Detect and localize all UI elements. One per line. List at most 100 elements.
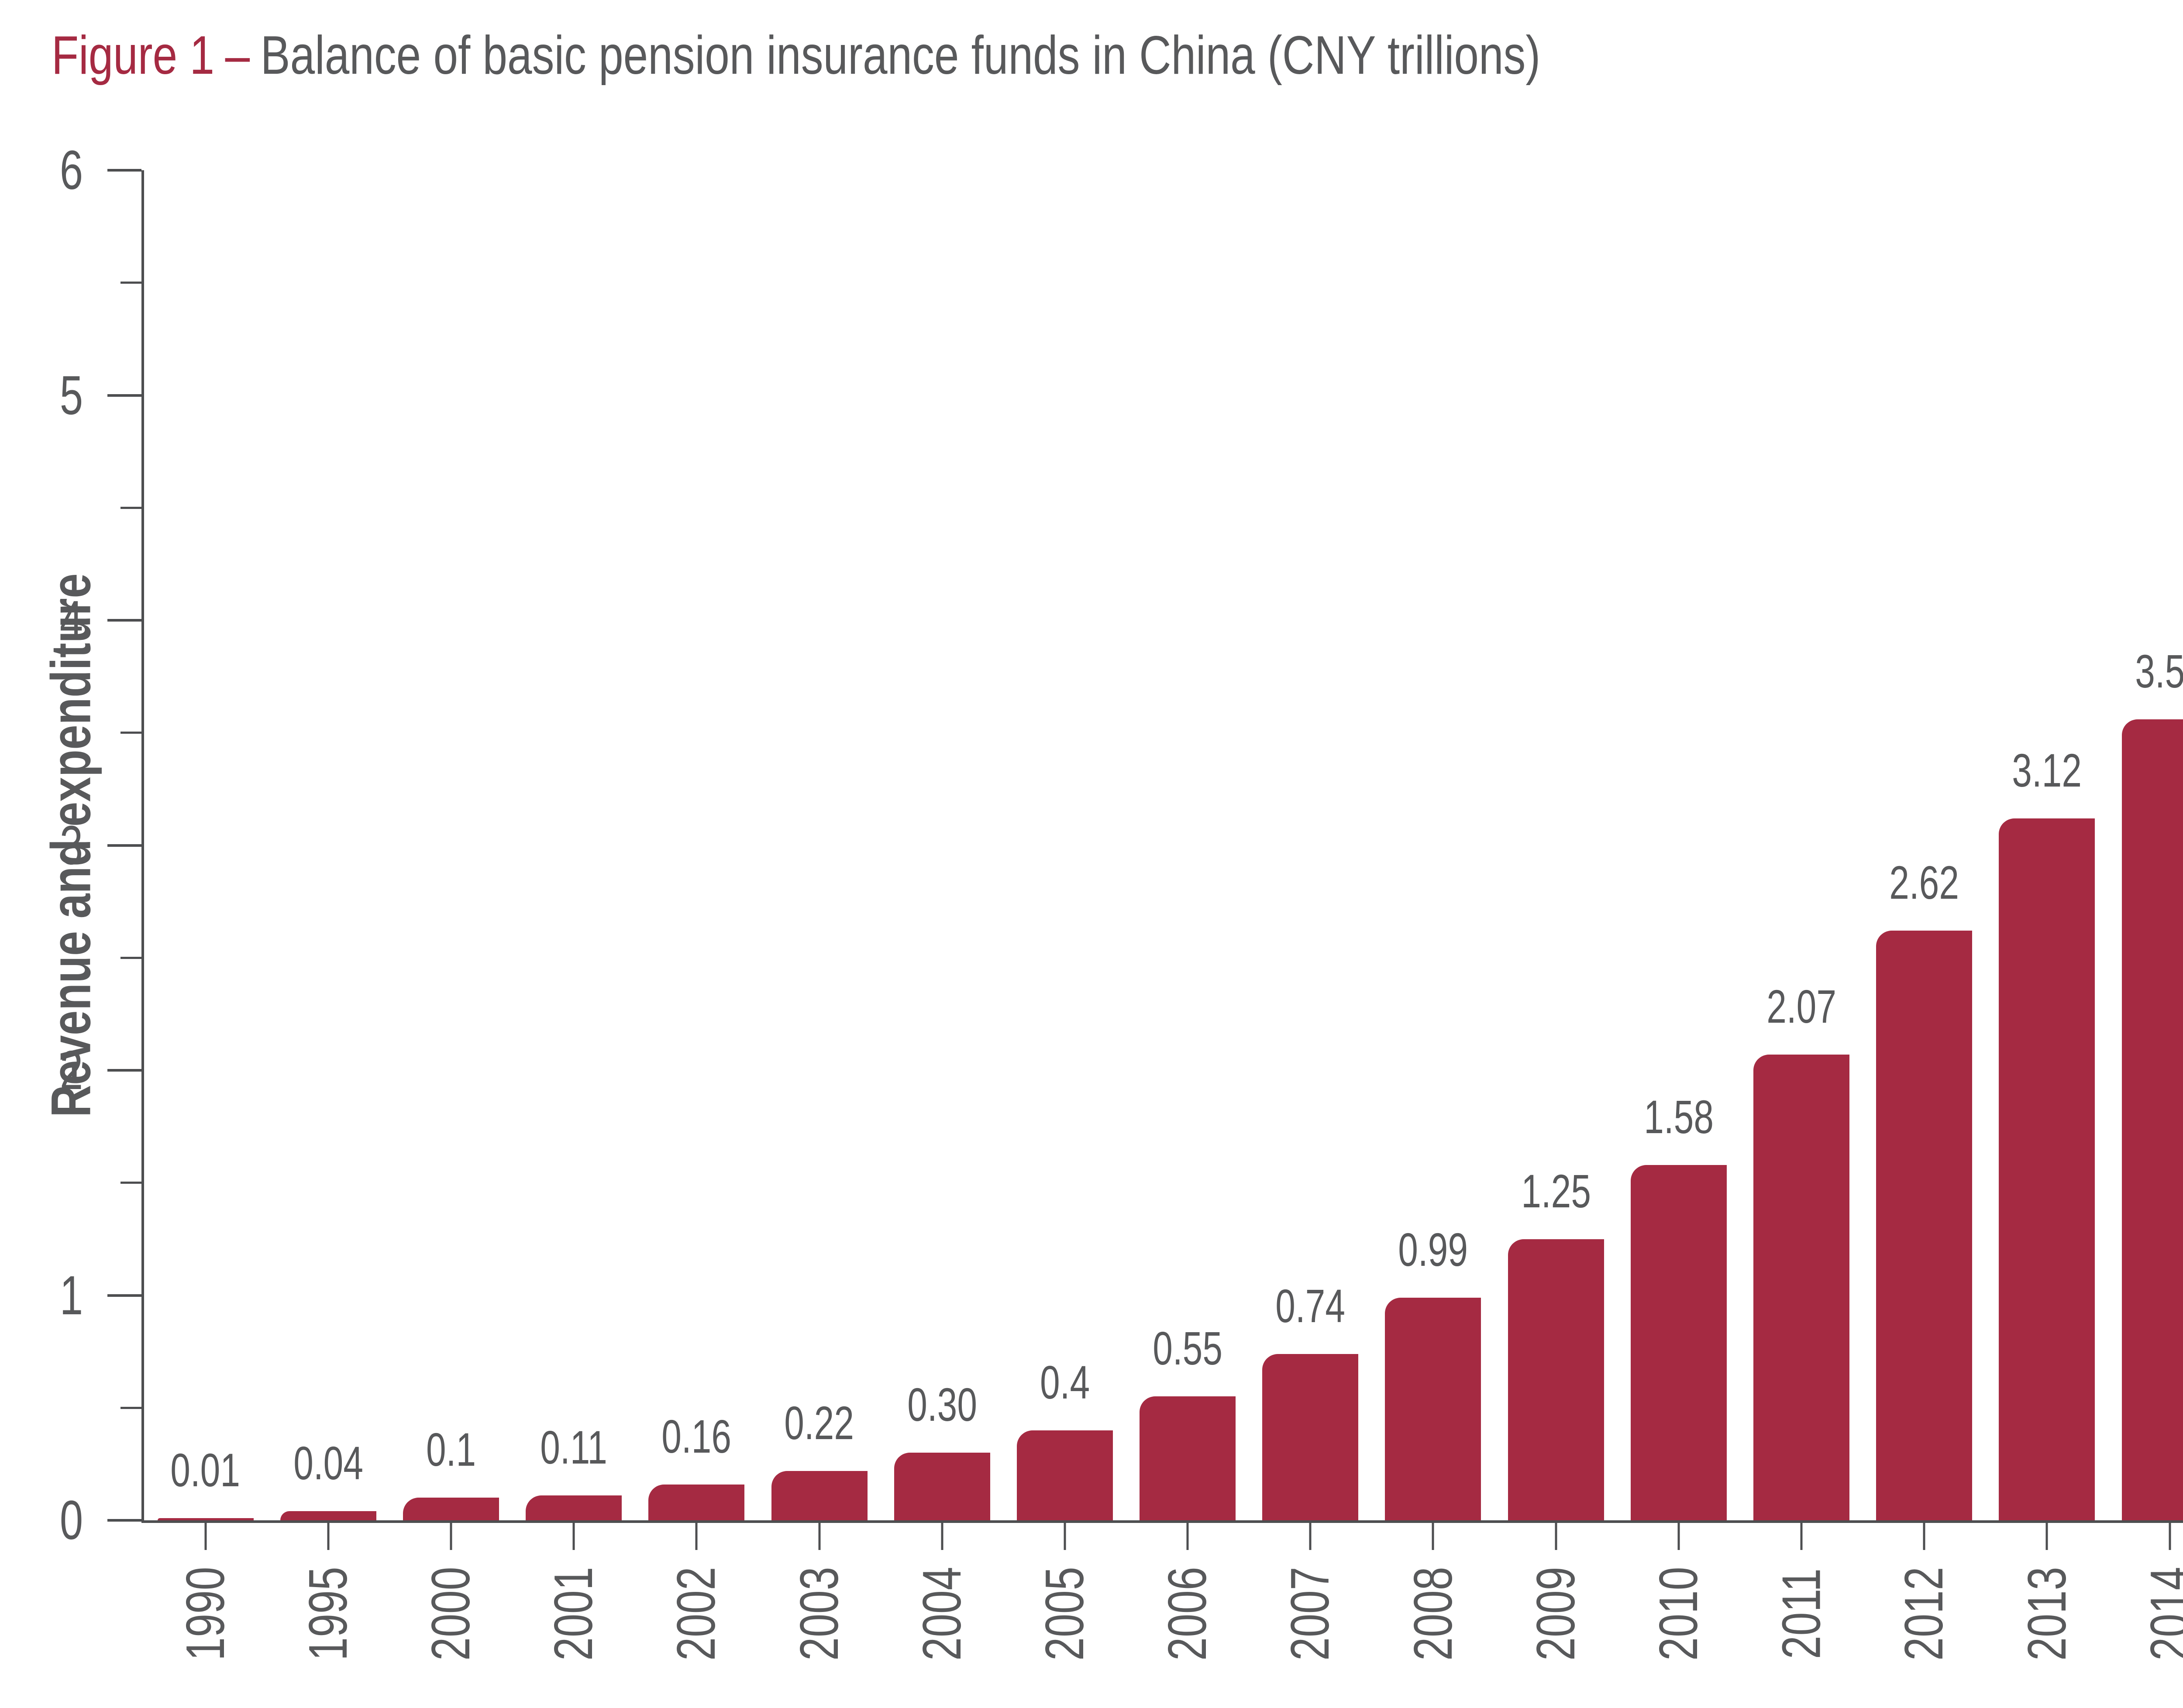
- bar-value-label-2007-text: 0.74: [1275, 1279, 1346, 1332]
- bar-value-label-2012-text: 2.62: [1889, 856, 1959, 909]
- bar-value-label-2008: 0.99: [1337, 1221, 1529, 1278]
- x-tick-label-1990: 1990: [144, 1526, 267, 1701]
- bar-slot-2009: 1.25 2009: [1494, 170, 1617, 1661]
- x-tick-label-2001: 2001: [513, 1526, 635, 1701]
- x-tick-label-2012-text: 2012: [1894, 1567, 1955, 1661]
- y-major-tick-2: [107, 1069, 141, 1072]
- y-minor-tick-1.5: [121, 1182, 141, 1184]
- y-tick-label-4-text: 4: [59, 589, 83, 651]
- bar-2013: [1999, 818, 2095, 1520]
- bar-slot-1995: 0.04 1995: [267, 170, 389, 1661]
- y-tick-label-6-text: 6: [59, 139, 83, 201]
- bar-slot-2008: 0.99 2008: [1372, 170, 1494, 1661]
- bar-1995: [280, 1511, 376, 1520]
- x-tick-2000: [450, 1523, 452, 1550]
- y-tick-label-1: 1: [0, 1264, 83, 1327]
- y-tick-label-6: 6: [0, 139, 83, 202]
- bar-2008: [1385, 1297, 1481, 1520]
- bar-2010: [1630, 1165, 1727, 1520]
- y-tick-label-5: 5: [0, 364, 83, 427]
- y-tick-label-3: 3: [0, 814, 83, 877]
- bar-slot-2014: 3.56 2014: [2108, 170, 2183, 1661]
- bar-slot-2013: 3.12 2013: [1986, 170, 2108, 1661]
- x-tick-label-2011: 2011: [1740, 1526, 1863, 1701]
- bar-value-label-2009-text: 1.25: [1521, 1164, 1591, 1217]
- x-tick-label-2011-text: 2011: [1771, 1568, 1832, 1659]
- y-tick-label-0: 0: [0, 1489, 83, 1552]
- bar-value-label-2011-text: 2.07: [1766, 979, 1836, 1033]
- bar-value-label-2006: 0.55: [1092, 1320, 1284, 1377]
- bar-value-label-2013-text: 3.12: [2012, 743, 2082, 797]
- x-tick-label-2006-text: 2006: [1157, 1567, 1218, 1661]
- bar-2004: [894, 1453, 990, 1520]
- y-minor-tick-3.5: [121, 732, 141, 734]
- bar-value-label-2005: 0.4: [968, 1354, 1161, 1411]
- bar-value-label-2014-text: 3.56: [2135, 644, 2183, 698]
- x-tick-label-2004: 2004: [881, 1526, 1003, 1701]
- bar-value-label-2014: 3.56: [2073, 643, 2183, 700]
- x-tick-2009: [1555, 1523, 1557, 1550]
- y-minor-tick-2.5: [121, 956, 141, 959]
- x-tick-2011: [1800, 1523, 1803, 1550]
- x-tick-2004: [941, 1523, 943, 1550]
- bar-value-label-2003: 0.22: [723, 1394, 916, 1452]
- x-tick-2010: [1677, 1523, 1680, 1550]
- bar-value-label-1990-text: 0.01: [170, 1443, 241, 1496]
- x-tick-label-2014: 2014: [2108, 1526, 2183, 1701]
- bar-value-label-1990: 0.01: [109, 1441, 302, 1499]
- bar-2002: [648, 1484, 745, 1520]
- bar-2009: [1508, 1239, 1604, 1520]
- bar-value-label-2001-text: 0.11: [540, 1421, 607, 1474]
- y-major-tick-3: [107, 844, 141, 847]
- bar-2014: [2121, 719, 2183, 1520]
- bar-slot-2012: 2.62 2012: [1863, 170, 1986, 1661]
- x-tick-1995: [327, 1523, 330, 1550]
- bar-value-label-2013: 3.12: [1951, 742, 2143, 799]
- x-tick-2005: [1064, 1523, 1066, 1550]
- x-tick-label-2009-text: 2009: [1525, 1567, 1586, 1661]
- bar-value-label-2011: 2.07: [1705, 978, 1897, 1035]
- x-tick-label-2000: 2000: [389, 1526, 512, 1701]
- bar-value-label-2001: 0.11: [478, 1419, 670, 1476]
- x-tick-label-2003-text: 2003: [789, 1567, 850, 1661]
- x-tick-label-2010-text: 2010: [1648, 1567, 1709, 1661]
- y-major-tick-6: [107, 169, 141, 172]
- bar-1990: [157, 1518, 254, 1520]
- bar-slot-2000: 0.1 2000: [389, 170, 512, 1661]
- y-tick-label-4: 4: [0, 589, 83, 652]
- bar-value-label-2008-text: 0.99: [1398, 1223, 1468, 1276]
- title-dash: –: [225, 25, 250, 86]
- x-axis-line: [141, 1520, 2183, 1523]
- x-tick-2012: [1923, 1523, 1925, 1550]
- bar-slot-2005: 0.4 2005: [1003, 170, 1126, 1661]
- bar-value-label-2002: 0.16: [600, 1408, 793, 1465]
- x-tick-label-2013: 2013: [1986, 1526, 2108, 1701]
- y-major-tick-0: [107, 1519, 141, 1522]
- y-axis-line: [141, 170, 144, 1523]
- x-tick-label-2000-text: 2000: [420, 1567, 481, 1661]
- x-tick-label-1995-text: 1995: [298, 1567, 358, 1661]
- x-tick-1990: [204, 1523, 207, 1550]
- bar-slot-2001: 0.11 2001: [513, 170, 635, 1661]
- y-minor-tick-0.5: [121, 1406, 141, 1409]
- x-tick-2002: [695, 1523, 698, 1550]
- x-tick-label-1995: 1995: [267, 1526, 389, 1701]
- y-tick-label-2: 2: [0, 1039, 83, 1102]
- bar-value-label-2000: 0.1: [355, 1421, 547, 1478]
- chart-title-text: Balance of basic pension insurance funds…: [260, 25, 1541, 86]
- x-tick-label-2014-text: 2014: [2139, 1567, 2183, 1661]
- x-tick-label-2006: 2006: [1126, 1526, 1249, 1701]
- bar-value-label-2012: 2.62: [1828, 854, 2021, 911]
- bar-2000: [403, 1498, 499, 1520]
- bar-value-label-2003-text: 0.22: [784, 1396, 854, 1449]
- bar-2007: [1262, 1354, 1359, 1520]
- y-tick-label-5-text: 5: [59, 364, 83, 426]
- x-tick-label-2004-text: 2004: [912, 1567, 972, 1661]
- bar-slot-2007: 0.74 2007: [1249, 170, 1372, 1661]
- y-major-tick-4: [107, 619, 141, 622]
- figure-number-label: Figure 1: [52, 25, 215, 86]
- y-major-tick-5: [107, 394, 141, 397]
- x-tick-2014: [2169, 1523, 2171, 1550]
